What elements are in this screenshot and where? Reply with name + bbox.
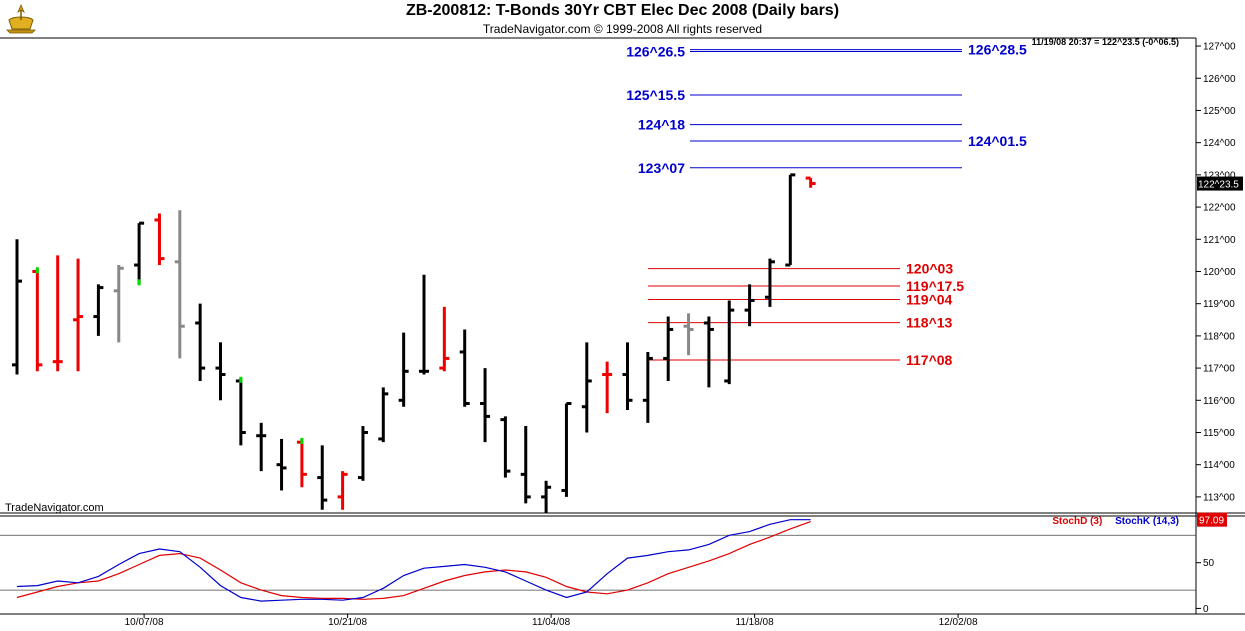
date-axis-label: 11/18/08 bbox=[736, 617, 775, 628]
ohlc-bar bbox=[134, 221, 145, 286]
ohlc-bar bbox=[357, 426, 368, 481]
price-axis-label: 114^00 bbox=[1203, 460, 1235, 471]
price-axis-label: 123^00 bbox=[1203, 170, 1236, 181]
legend-stoch-k: StochK (14,3) bbox=[1115, 516, 1179, 527]
stochastic-legend: StochD (3) StochK (14,3) bbox=[1052, 516, 1179, 527]
ohlc-bar bbox=[235, 376, 246, 446]
ohlc-bar bbox=[52, 255, 63, 372]
price-axis-label: 113^00 bbox=[1203, 492, 1235, 503]
ohlc-bar bbox=[602, 361, 613, 414]
price-levels: 126^26.5 126^28.5 125^15.5 124^18 124^01.5 12… bbox=[626, 42, 1027, 368]
ohlc-bar bbox=[541, 480, 552, 513]
ohlc-bar bbox=[12, 239, 22, 375]
ohlc-bar bbox=[744, 284, 755, 327]
ohlc-bar bbox=[764, 258, 775, 307]
last-price-label: 122^23.5 bbox=[1198, 180, 1239, 191]
ohlc-bar bbox=[561, 402, 572, 497]
ohlc-bar bbox=[154, 213, 165, 266]
date-axis-label: 12/02/08 bbox=[939, 617, 978, 628]
ohlc-bar bbox=[398, 332, 409, 407]
ohlc-bar bbox=[500, 416, 511, 478]
stochastic-axis-label: 50 bbox=[1203, 558, 1215, 569]
stochastic-series-line bbox=[16, 521, 811, 600]
price-axis-label: 125^00 bbox=[1203, 106, 1236, 117]
ohlc-bar bbox=[724, 300, 735, 385]
stochastic-axis-label: 0 bbox=[1203, 604, 1209, 615]
ohlc-bar bbox=[785, 173, 796, 267]
price-axis-label: 127^00 bbox=[1203, 42, 1236, 53]
ohlc-bar bbox=[32, 267, 43, 372]
last-price-marker bbox=[1197, 176, 1243, 191]
ohlc-bar bbox=[419, 274, 429, 375]
ohlc-bar bbox=[337, 471, 348, 510]
price-axis: 113^00 114^00 115^00 116^00 117^00 118^00 119^… bbox=[1196, 42, 1243, 503]
ohlc-bar bbox=[317, 445, 328, 510]
legend-stoch-d: StochD (3) bbox=[1052, 516, 1103, 527]
price-level-label: 120^03 bbox=[906, 261, 953, 277]
price-level-label: 126^26.5 bbox=[626, 44, 685, 60]
stochastic-last-label: 97.09 bbox=[1199, 516, 1224, 527]
stochastic-series-line bbox=[16, 519, 811, 602]
price-axis-label: 122^00 bbox=[1203, 203, 1236, 214]
ohlc-bar bbox=[480, 368, 491, 443]
ohlc-bar bbox=[296, 437, 307, 488]
ohlc-bar bbox=[174, 210, 185, 359]
price-level-label: 124^01.5 bbox=[968, 133, 1027, 149]
price-axis-label: 126^00 bbox=[1203, 74, 1236, 85]
price-level-label: 119^04 bbox=[906, 291, 953, 307]
price-axis-label: 124^00 bbox=[1203, 138, 1236, 149]
ohlc-bar bbox=[113, 265, 124, 343]
stochastic-panel: 0 50 97.09 bbox=[0, 512, 1227, 615]
ohlc-bar bbox=[459, 329, 470, 407]
ohlc-bar bbox=[256, 422, 267, 472]
ohlc-bar bbox=[622, 342, 633, 410]
last-bar-info: 11/19/08 20:37 = 122^23.5 (-0^06.5) bbox=[1031, 37, 1179, 47]
chart-title: ZB-200812: T-Bonds 30Yr CBT Elec Dec 200… bbox=[405, 2, 840, 19]
price-axis-label: 115^00 bbox=[1203, 428, 1235, 439]
price-level-label: 119^17.5 bbox=[906, 278, 964, 294]
price-bars bbox=[12, 173, 816, 513]
ohlc-bar bbox=[439, 306, 450, 372]
date-axis-label: 10/07/08 bbox=[125, 617, 164, 628]
ohlc-bar bbox=[215, 342, 226, 401]
ohlc-bar bbox=[663, 316, 674, 381]
price-level-label: 118^13 bbox=[906, 315, 953, 331]
price-level-label: 124^18 bbox=[638, 117, 685, 133]
ohlc-bar bbox=[378, 387, 389, 443]
copyright-subtitle: TradeNavigator.com © 1999-2008 All right… bbox=[482, 22, 763, 36]
date-axis: 10/07/08 10/21/08 11/04/08 11/18/08 12/02/08 bbox=[125, 614, 978, 628]
price-axis-label: 118^00 bbox=[1203, 331, 1235, 342]
watermark-text: TradeNavigator.com bbox=[5, 502, 104, 514]
ohlc-bar bbox=[642, 351, 653, 423]
price-level-label: 123^07 bbox=[638, 160, 685, 176]
date-axis-label: 11/04/08 bbox=[532, 617, 571, 628]
price-level-label: 117^08 bbox=[906, 352, 953, 368]
price-axis-label: 121^00 bbox=[1203, 235, 1236, 246]
trade-navigator-logo bbox=[6, 3, 36, 34]
ohlc-bar bbox=[703, 316, 714, 388]
date-axis-label: 10/21/08 bbox=[328, 617, 367, 628]
ohlc-bar bbox=[520, 426, 531, 504]
ohlc-bar bbox=[73, 258, 84, 372]
ohlc-bar bbox=[581, 342, 592, 433]
ohlc-bar bbox=[276, 438, 287, 491]
price-axis-label: 120^00 bbox=[1203, 267, 1236, 278]
ohlc-bar bbox=[805, 176, 816, 188]
ohlc-bar bbox=[683, 313, 694, 356]
price-axis-label: 119^00 bbox=[1203, 299, 1235, 310]
price-axis-label: 116^00 bbox=[1203, 396, 1235, 407]
price-level-label: 126^28.5 bbox=[968, 42, 1027, 58]
ohlc-bar bbox=[195, 303, 206, 381]
stochastic-last-marker bbox=[1197, 512, 1227, 527]
price-level-label: 125^15.5 bbox=[626, 87, 685, 103]
price-axis-label: 117^00 bbox=[1203, 364, 1235, 375]
plot-frame bbox=[0, 37, 1245, 615]
ohlc-bar bbox=[93, 284, 104, 336]
